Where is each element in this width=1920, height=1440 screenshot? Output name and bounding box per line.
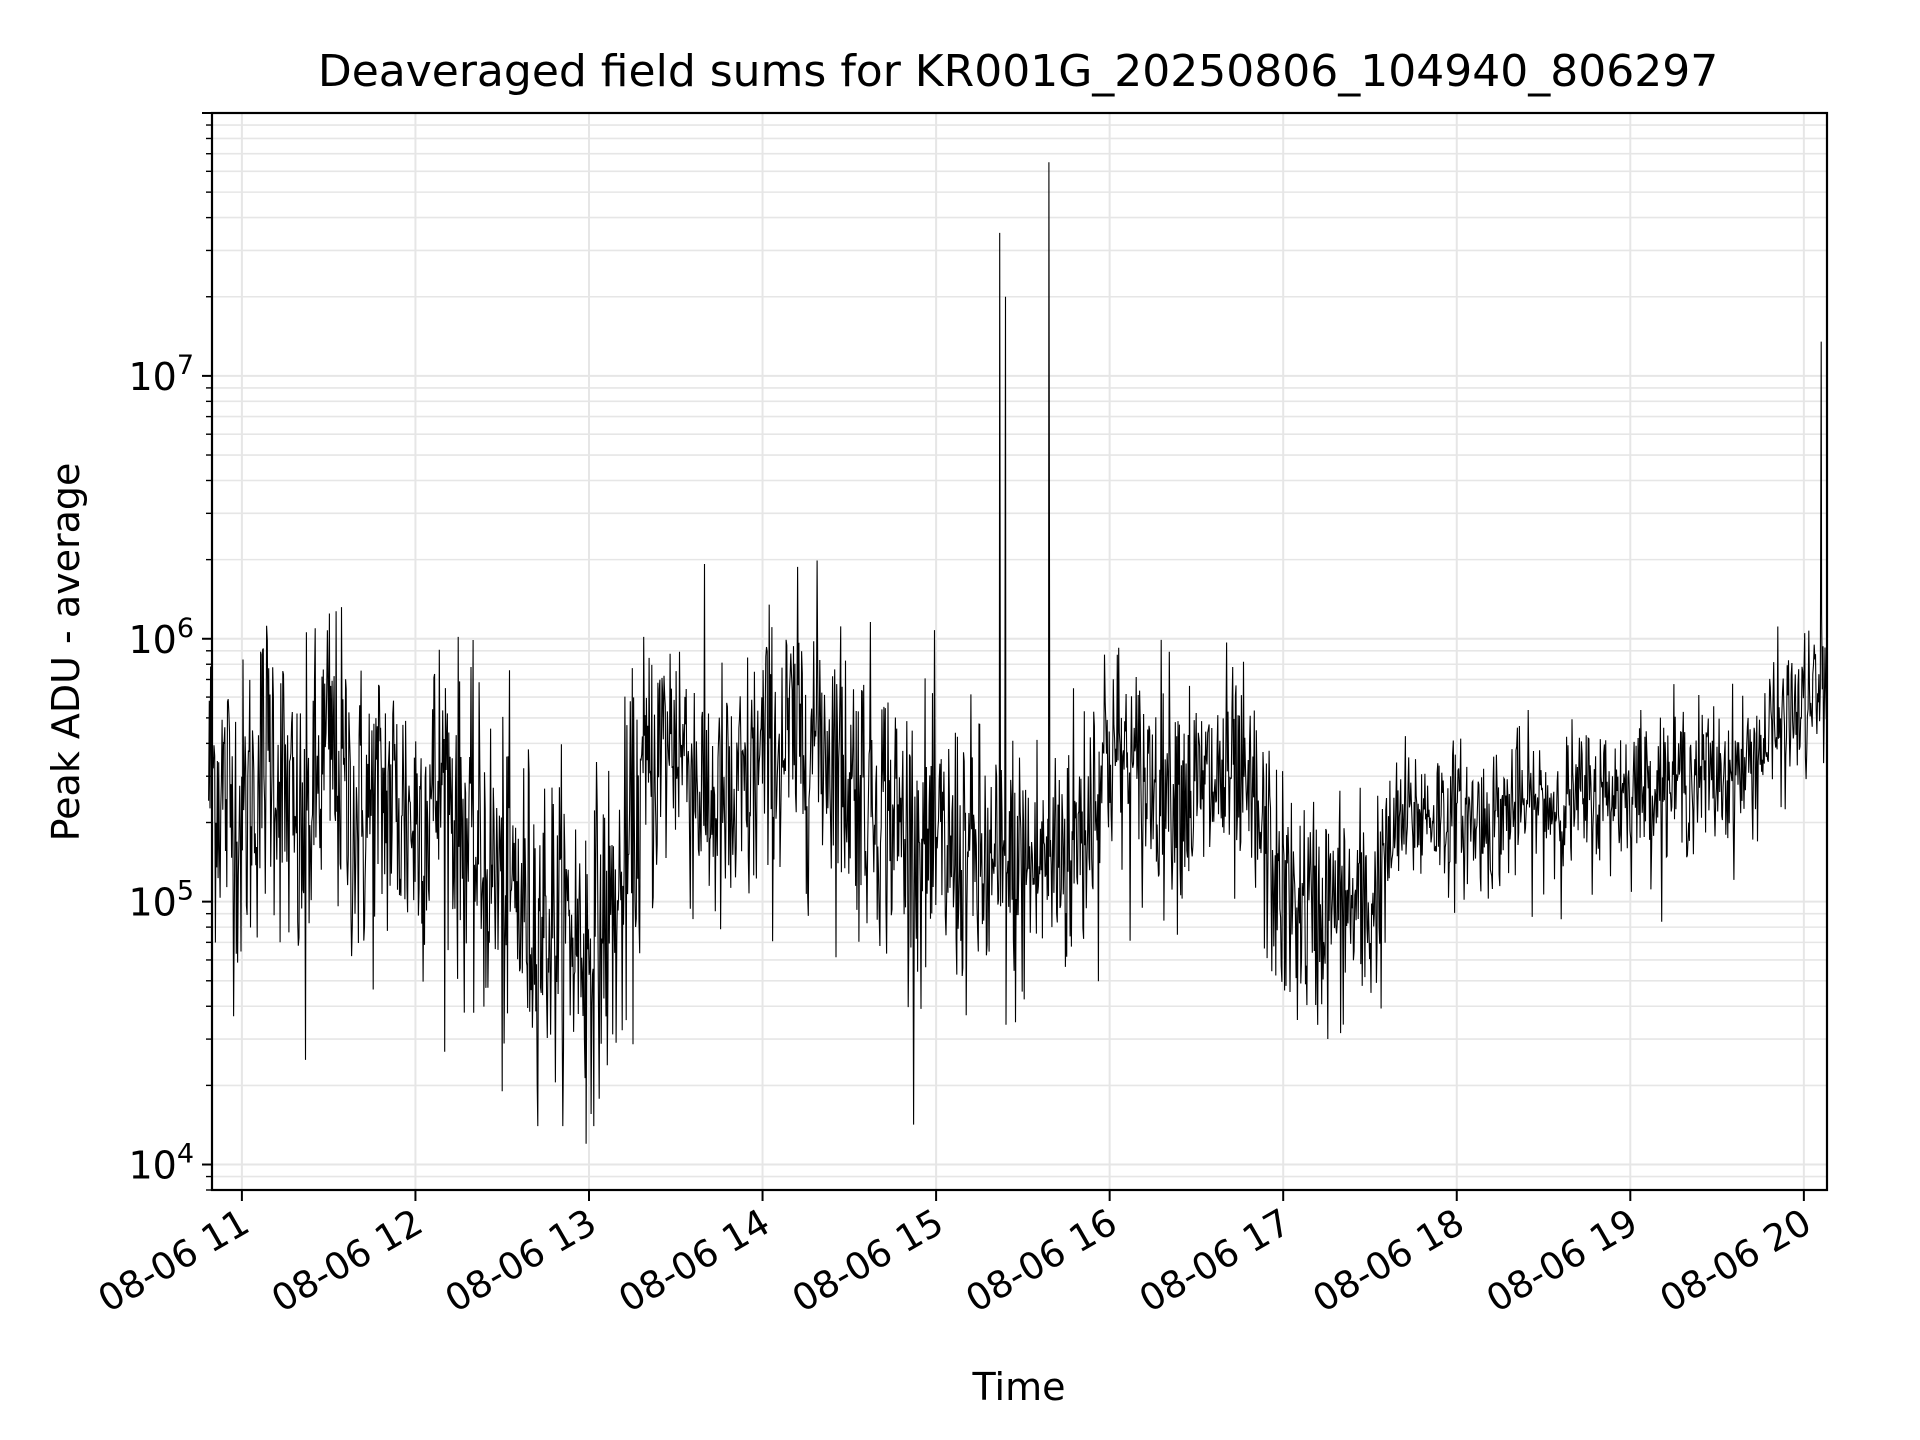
- y-tick-exponent: 5: [177, 876, 194, 907]
- y-tick-label: 106: [128, 613, 194, 662]
- y-tick-exponent: 6: [177, 613, 194, 644]
- y-tick-label: 107: [128, 350, 194, 399]
- x-tick-label: 08-06 15: [785, 1201, 951, 1321]
- x-tick-label: 08-06 16: [959, 1201, 1125, 1321]
- y-axis-label: Peak ADU - average: [44, 463, 88, 842]
- x-tick-label: 08-06 18: [1306, 1201, 1472, 1321]
- y-tick-label: 105: [128, 876, 194, 925]
- y-tick-label: 104: [128, 1139, 194, 1188]
- x-tick-label: 08-06 12: [264, 1201, 430, 1321]
- x-tick-label: 08-06 17: [1132, 1201, 1298, 1321]
- y-axis: 104 105 106 107: [128, 112, 212, 1191]
- chart-title: Deaveraged field sums for KR001G_2025080…: [318, 46, 1718, 97]
- x-tick-label: 08-06 14: [611, 1201, 777, 1321]
- y-tick-exponent: 4: [177, 1139, 194, 1170]
- plot-frame: [210, 111, 1829, 1192]
- x-tick-label: 08-06 19: [1479, 1201, 1645, 1321]
- series-line: [208, 162, 1828, 1144]
- data-series: [208, 162, 1828, 1144]
- y-tick-exponent: 7: [177, 350, 194, 381]
- x-tick-label: 08-06 13: [438, 1201, 604, 1321]
- x-tick-label: 08-06 11: [91, 1201, 257, 1321]
- x-axis-label: Time: [972, 1365, 1066, 1409]
- x-tick-label: 08-06 20: [1653, 1201, 1819, 1321]
- grid-lines: [212, 112, 1827, 1191]
- x-axis: 08-06 11 08-06 12 08-06 13 08-06 14 08-06 15…: [91, 1190, 1819, 1321]
